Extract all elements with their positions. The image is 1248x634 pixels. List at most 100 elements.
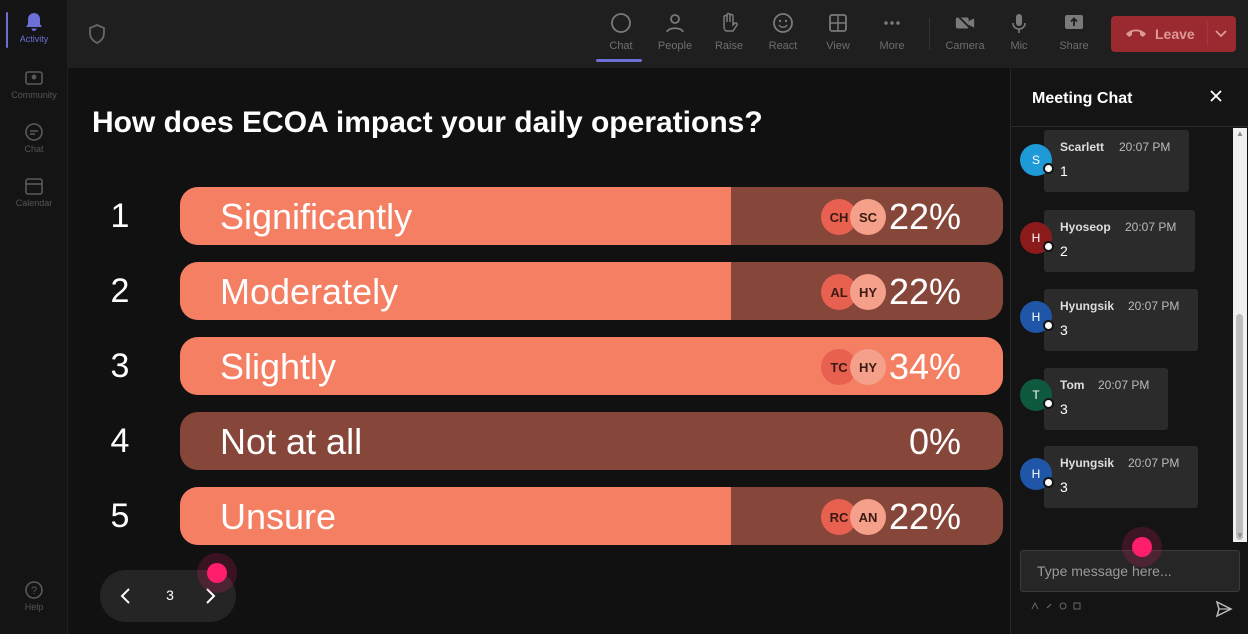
rail-label-activity: Activity (19, 34, 49, 44)
presence-dot (1043, 163, 1054, 174)
chat-scrollbar[interactable]: ▲ ▼ (1233, 128, 1247, 542)
option-percent: 0% (908, 421, 961, 462)
message-bubble: Scarlett 20:07 PM 1 (1044, 130, 1189, 192)
presence-dot (1043, 320, 1054, 331)
option-bar[interactable]: Unsure RC AN 22% (180, 487, 1003, 545)
scrollbar-thumb[interactable] (1236, 314, 1243, 540)
camera-button[interactable]: Camera (940, 10, 990, 60)
message-bubble: Hyungsik 20:07 PM 3 (1044, 289, 1198, 351)
rail-item-help[interactable]: ? Help (0, 574, 68, 624)
cursor-indicator (207, 563, 227, 583)
sender-name: Hyoseop (1060, 220, 1111, 234)
message-time: 20:07 PM (1119, 140, 1171, 154)
camera-button-label: Camera (945, 40, 985, 52)
hand-icon (718, 12, 740, 34)
rail-item-community[interactable]: Community (0, 62, 68, 112)
chat-button[interactable]: Chat (596, 10, 646, 62)
poll-option-4[interactable]: 4 Not at all 0% (68, 412, 1010, 470)
leave-button[interactable]: Leave (1111, 16, 1236, 52)
rail-item-calendar[interactable]: Calendar (0, 170, 68, 220)
avatar: S (1020, 144, 1054, 176)
raise-hand-button[interactable]: Raise (704, 10, 754, 60)
message-text: 3 (1060, 401, 1068, 417)
message-time: 20:07 PM (1128, 456, 1180, 470)
rail-label-calendar: Calendar (15, 198, 53, 208)
mic-button-label: Mic (1010, 40, 1028, 52)
message-time: 20:07 PM (1128, 299, 1180, 313)
chevron-left-icon[interactable] (116, 584, 136, 608)
gif-icon[interactable] (1073, 602, 1081, 612)
view-button[interactable]: View (813, 10, 863, 60)
share-button-label: Share (1059, 40, 1089, 52)
meeting-chat-panel: Meeting Chat Scarlett 20:07 PM 1 S Hyose… (1010, 68, 1248, 634)
chat-button-label: Chat (609, 40, 633, 52)
option-bar[interactable]: Moderately AL HY 22% (180, 262, 1003, 320)
camera-off-icon (954, 12, 976, 34)
option-bar[interactable]: Slightly TC HY 34% (180, 337, 1003, 395)
rail-item-chat[interactable]: Chat (0, 116, 68, 166)
sender-name: Tom (1060, 378, 1085, 392)
chat-divider (1011, 126, 1248, 127)
mic-button[interactable]: Mic (994, 10, 1044, 60)
presence-dot (1043, 477, 1054, 488)
emoji-icon[interactable] (1059, 602, 1067, 612)
voter-avatar: SC (850, 199, 886, 235)
sender-name: Hyungsik (1060, 299, 1115, 313)
option-label: Slightly (220, 346, 337, 387)
message-time: 20:07 PM (1125, 220, 1177, 234)
avatar-initial: H (1031, 310, 1041, 324)
message-text: 2 (1060, 243, 1068, 259)
attach-icon[interactable] (1045, 602, 1053, 612)
community-icon (24, 68, 44, 88)
format-toolbar (1031, 601, 1081, 612)
option-bar[interactable]: Not at all 0% (180, 412, 1003, 470)
close-icon[interactable] (1209, 89, 1227, 107)
cursor-indicator (1132, 537, 1152, 557)
rail-item-activity[interactable]: Activity (0, 6, 68, 56)
send-icon[interactable] (1215, 600, 1233, 618)
avatar-initial: H (1031, 467, 1041, 481)
bell-icon (24, 12, 44, 32)
poll-option-5[interactable]: 5 Unsure RC AN 22% (68, 487, 1010, 545)
scroll-down-icon[interactable]: ▼ (1236, 531, 1244, 540)
people-icon (664, 12, 686, 34)
chevron-down-icon[interactable] (1214, 26, 1228, 43)
option-number: 3 (110, 347, 130, 385)
scroll-up-icon[interactable]: ▲ (1236, 129, 1244, 138)
option-label: Significantly (220, 196, 413, 237)
help-icon: ? (24, 580, 44, 600)
shield-icon (88, 24, 106, 45)
raise-button-label: Raise (714, 40, 744, 52)
chat-title: Meeting Chat (1032, 90, 1133, 107)
svg-text:?: ? (31, 585, 37, 597)
message-bubble: Tom 20:07 PM 3 (1044, 368, 1168, 430)
chat-message-list: Scarlett 20:07 PM 1 S Hyoseop 20:07 PM 2… (1011, 128, 1233, 542)
chevron-right-icon[interactable] (200, 584, 220, 608)
react-button[interactable]: React (758, 10, 808, 60)
share-button[interactable]: Share (1049, 10, 1099, 60)
option-fill (180, 487, 732, 545)
avatar: H (1020, 301, 1054, 333)
poll-option-1[interactable]: 1 Significantly CH SC 22% (68, 187, 1010, 245)
mic-icon (1008, 12, 1030, 34)
toolbar-divider (929, 18, 930, 50)
chat-message-input[interactable] (1020, 550, 1240, 592)
hang-up-icon (1125, 26, 1147, 42)
poll-option-3[interactable]: 3 Slightly TC HY 34% (68, 337, 1010, 395)
more-button[interactable]: More (867, 10, 917, 60)
voter-avatar: HY (850, 274, 886, 310)
presence-dot (1043, 398, 1054, 409)
share-screen-icon (1063, 12, 1085, 34)
option-number: 1 (110, 197, 130, 235)
avatar: H (1020, 222, 1054, 254)
people-button[interactable]: People (650, 10, 700, 60)
avatar-initial: H (1031, 231, 1041, 245)
avatar: T (1020, 379, 1054, 411)
poll-option-2[interactable]: 2 Moderately AL HY 22% (68, 262, 1010, 320)
leave-button-label: Leave (1155, 26, 1195, 42)
option-bar[interactable]: Significantly CH SC 22% (180, 187, 1003, 245)
smiley-icon (772, 12, 794, 34)
chat-icon (24, 122, 44, 142)
format-icon[interactable] (1031, 601, 1039, 612)
voter-avatar: RC (821, 499, 857, 535)
